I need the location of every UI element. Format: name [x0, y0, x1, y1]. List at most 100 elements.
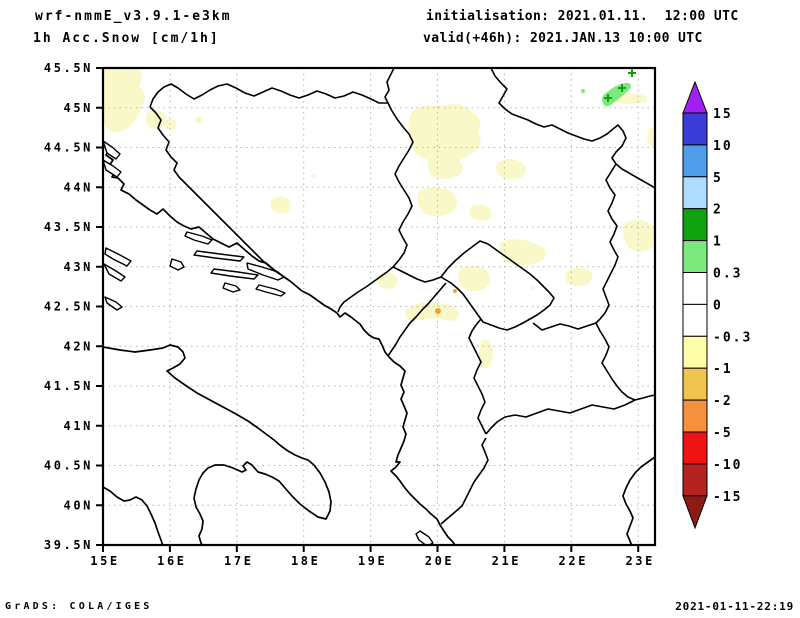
grads-credit: GrADS: COLA/IGES	[5, 601, 153, 612]
lon-tick-label: 20E	[425, 554, 454, 568]
colorbar-tick-label: 5	[713, 171, 723, 186]
snow-region-pale-yellow	[417, 187, 457, 217]
snow-region-pale-yellow	[458, 265, 490, 292]
country-border-path	[387, 282, 447, 357]
colorbar-segment	[682, 272, 708, 305]
snow-region-pale-yellow	[623, 219, 655, 252]
lon-tick-label: 23E	[625, 554, 654, 568]
snow-region-pale-yellow	[270, 196, 291, 214]
country-border-path	[392, 266, 442, 283]
lat-tick-label: 41.5N	[44, 379, 93, 393]
colorbar-segment	[682, 112, 708, 146]
island-outline	[222, 282, 241, 293]
country-border-path	[595, 322, 655, 401]
snow-region-pale-yellow	[478, 339, 494, 369]
snow-region-pale-yellow	[647, 127, 655, 148]
snow-region-pale-yellow	[408, 104, 481, 162]
snow-mark-dark-green	[604, 94, 612, 102]
island-outline	[104, 296, 123, 311]
country-border-path	[485, 399, 636, 435]
coastline-path	[103, 344, 332, 545]
colorbar-segment	[682, 399, 708, 433]
country-border-path	[440, 240, 555, 331]
field-title: 1h Acc.Snow [cm/1h]	[33, 31, 220, 46]
snow-region-pale-yellow	[427, 155, 463, 179]
lat-tick-label: 40.5N	[44, 459, 93, 473]
colorbar-segment	[682, 463, 708, 497]
country-border-path	[532, 322, 597, 331]
colorbar-tick-label: -15	[713, 490, 742, 505]
country-border-path	[337, 102, 414, 313]
colorbar-segment	[682, 208, 708, 242]
snow-speck-pale-yellow	[195, 116, 203, 124]
colorbar-tick-label: -10	[713, 458, 742, 473]
creation-timestamp: 2021-01-11-22:19	[675, 600, 794, 613]
colorbar-tick-label: 10	[713, 139, 733, 154]
lat-tick-label: 45.5N	[44, 61, 93, 75]
model-title: wrf-nmmE_v3.9.1-e3km	[35, 9, 232, 24]
coastline-path	[622, 456, 655, 545]
colorbar-segment	[682, 176, 708, 210]
coastline-path	[103, 486, 164, 545]
country-border-path	[149, 106, 285, 278]
snow-speck-light-green	[581, 89, 585, 93]
island-outline	[193, 250, 245, 262]
colorbar-bottom-arrow	[682, 495, 708, 530]
coastline-path	[103, 142, 456, 545]
lat-tick-label: 40N	[64, 498, 93, 512]
lat-tick-label: 39.5N	[44, 538, 93, 552]
lon-tick-label: 16E	[157, 554, 186, 568]
country-border-path	[595, 163, 619, 324]
colorbar-tick-label: 15	[713, 107, 733, 122]
snow-speck-orange	[453, 289, 457, 293]
init-time-label: initialisation: 2021.01.11. 12:00 UTC	[426, 9, 739, 24]
snow-mark-dark-green	[628, 69, 636, 77]
lon-tick-label: 15E	[90, 554, 119, 568]
lat-tick-label: 44.5N	[44, 141, 93, 155]
lat-tick-label: 42.5N	[44, 300, 93, 314]
lon-tick-label: 22E	[559, 554, 588, 568]
colorbar-top-arrow	[682, 80, 708, 114]
island-outline	[415, 530, 434, 545]
lat-tick-label: 42N	[64, 339, 93, 353]
lat-tick-label: 45N	[64, 101, 93, 115]
colorbar-tick-label: 2	[713, 203, 723, 218]
colorbar-tick-label: 1	[713, 235, 723, 250]
snow-region-pale-yellow	[499, 239, 546, 266]
island-outline	[184, 231, 213, 245]
colorbar-tick-label: -2	[713, 394, 733, 409]
island-outline	[103, 159, 122, 178]
map-inner-layers	[103, 68, 655, 545]
colorbar-tick-label: 0	[713, 298, 723, 313]
colorbar-segment	[682, 335, 708, 369]
country-border-path	[440, 437, 489, 525]
lat-tick-label: 43N	[64, 260, 93, 274]
island-outline	[169, 258, 185, 271]
colorbar-tick-label: -5	[713, 426, 733, 441]
lat-tick-label: 44N	[64, 180, 93, 194]
snow-mark-dark-green	[618, 84, 626, 92]
island-outline	[103, 263, 126, 282]
lon-tick-label: 18E	[291, 554, 320, 568]
colorbar-tick-label: -1	[713, 362, 733, 377]
snow-speck-pale-yellow	[531, 286, 535, 290]
lon-tick-label: 19E	[358, 554, 387, 568]
snow-speck-pale-yellow	[311, 174, 315, 178]
island-outline	[210, 268, 259, 280]
country-border-path	[468, 318, 487, 435]
country-border-path	[149, 68, 395, 108]
island-outline	[104, 247, 132, 267]
snow-region-pale-yellow	[495, 159, 526, 180]
colorbar-segment	[682, 367, 708, 401]
colorbar-tick-label: -0.3	[713, 330, 752, 345]
colorbar-segment	[682, 303, 708, 337]
lon-tick-label: 17E	[224, 554, 253, 568]
snow-region-pale-yellow	[565, 267, 593, 287]
snow-region-pale-yellow	[405, 302, 460, 322]
island-outline	[246, 262, 285, 281]
colorbar-segment	[682, 144, 708, 178]
colorbar-segment	[682, 431, 708, 465]
island-outline	[103, 140, 121, 160]
